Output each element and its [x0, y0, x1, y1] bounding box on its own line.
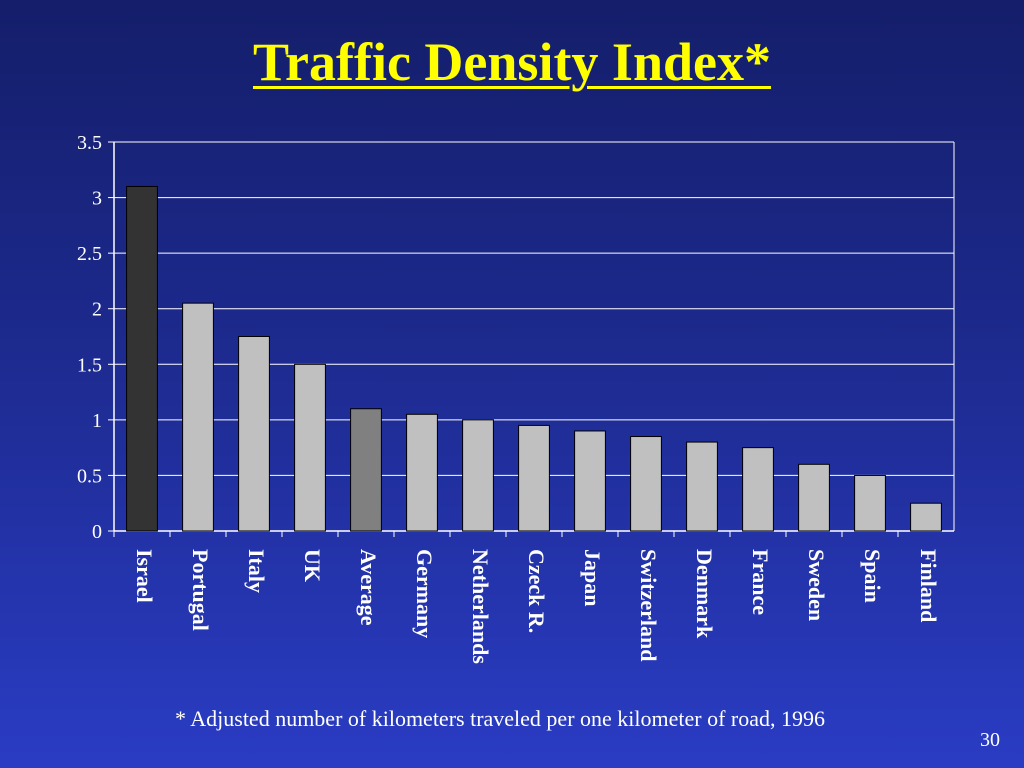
slide-title: Traffic Density Index*	[253, 32, 771, 92]
bar-average	[350, 408, 382, 532]
x-tick-label: France	[748, 549, 773, 615]
x-tick-label: Spain	[860, 549, 885, 603]
x-tick-label: Sweden	[804, 549, 829, 621]
y-tick-label: 0	[92, 521, 102, 543]
x-tick-label: Finland	[916, 549, 941, 622]
bar-sweden	[798, 463, 830, 532]
x-tick-label: Czeck R.	[524, 549, 549, 633]
bar-germany	[406, 413, 438, 532]
x-tick-label: Italy	[244, 549, 269, 593]
bar-uk	[294, 363, 326, 532]
bars	[126, 185, 942, 532]
bar-denmark	[686, 441, 718, 532]
y-tick-label: 1.5	[77, 354, 102, 376]
y-tick-labels: 0 0.5 1 1.5 2 2.5 3 3.5	[77, 132, 102, 543]
bar-czeck-r	[518, 424, 550, 532]
footnote: * Adjusted number of kilometers traveled…	[174, 706, 826, 731]
x-tick-label: UK	[300, 549, 325, 582]
y-tick-label: 3.5	[77, 132, 102, 154]
bar-italy	[238, 336, 270, 532]
x-tick-label: Japan	[580, 549, 605, 606]
x-tick-label: Netherlands	[468, 549, 493, 664]
bar-finland	[910, 502, 942, 532]
x-tick-label: Israel	[132, 549, 157, 603]
bar-netherlands	[462, 419, 494, 532]
y-tick-label: 2	[92, 299, 102, 321]
bar-france	[742, 447, 774, 532]
x-tick-labels: Israel Portugal Italy UK Average Germany Nethe…	[132, 549, 941, 664]
y-tick-label: 1	[92, 410, 102, 432]
x-tick-label: Switzerland	[636, 549, 661, 661]
bar-spain	[854, 474, 886, 532]
bar-japan	[574, 430, 606, 532]
x-tick-label: Denmark	[692, 549, 717, 639]
y-tick-label: 2.5	[77, 243, 102, 265]
slide-number: 30	[980, 729, 1000, 751]
y-tick-label: 0.5	[77, 465, 102, 487]
bar-portugal	[182, 302, 214, 532]
x-tick-label: Portugal	[188, 549, 213, 631]
x-tick-label: Average	[356, 549, 381, 626]
bar-switzerland	[630, 436, 662, 532]
y-tick-label: 3	[92, 188, 102, 210]
x-tick-label: Germany	[412, 549, 437, 638]
bar-israel	[126, 185, 158, 532]
